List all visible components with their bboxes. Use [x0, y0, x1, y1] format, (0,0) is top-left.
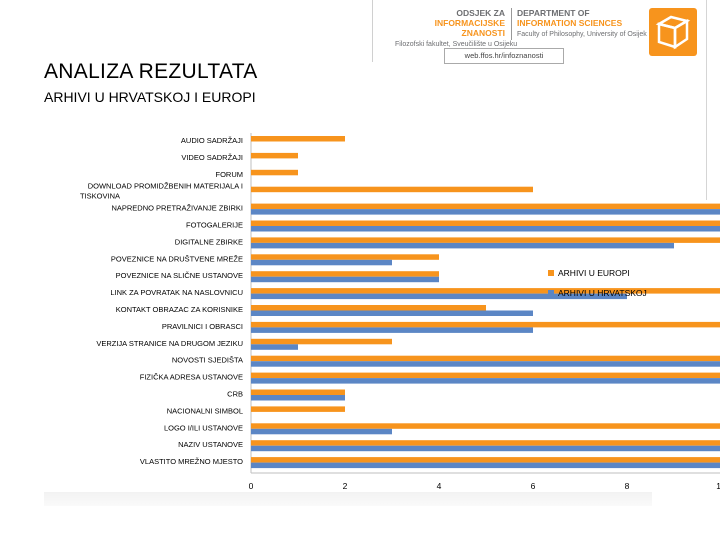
- category-label: CRB: [227, 390, 243, 399]
- bar-europe: [251, 237, 720, 243]
- bar-croatia: [251, 344, 298, 350]
- department-name-en: DEPARTMENT OF INFORMATION SCIENCES Facul…: [511, 8, 647, 40]
- bar-europe: [251, 440, 720, 446]
- category-label: NOVOSTI SJEDIŠTA: [172, 356, 243, 365]
- bar-europe: [251, 355, 720, 362]
- category-label: POVEZNICE NA DRUŠTVENE MREŽE: [111, 254, 243, 263]
- category-label: FORUM: [216, 170, 244, 179]
- slide-title: ANALIZA REZULTATA: [44, 60, 258, 83]
- slide-subtitle: ARHIVI U HRVATSKOJ I EUROPI: [44, 89, 256, 105]
- footer-band: [44, 492, 652, 506]
- category-label: KONTAKT OBRAZAC ZA KORISNIKE: [116, 305, 243, 314]
- category-label: NAZIV USTANOVE: [178, 440, 243, 449]
- category-label: VLASTITO MREŽNO MJESTO: [140, 457, 243, 466]
- category-label: DOWNLOAD PROMIDŽBENIH MATERIJALA I TISKOV…: [80, 182, 243, 201]
- cube-logo-icon: [649, 8, 697, 56]
- x-tick-label: 10: [716, 481, 720, 491]
- category-label: NACIONALNI SIMBOL: [167, 406, 243, 415]
- bar-europe: [251, 152, 298, 159]
- x-tick-label: 8: [625, 481, 630, 491]
- bar-croatia: [251, 226, 720, 232]
- bar-croatia: [251, 445, 720, 452]
- category-label: VIDEO SADRŽAJI: [181, 153, 243, 162]
- bar-croatia: [251, 276, 439, 283]
- legend-label: ARHIVI U HRVATSKOJ: [558, 288, 647, 298]
- bar-croatia: [251, 395, 345, 401]
- category-label: FIZIČKA ADRESA USTANOVE: [140, 373, 243, 382]
- x-tick-label: 0: [249, 481, 254, 491]
- bar-europe: [251, 321, 720, 328]
- bar-croatia: [251, 209, 720, 215]
- category-label: FOTOGALERIJE: [186, 221, 243, 230]
- bar-europe: [251, 372, 720, 379]
- x-tick-label: 6: [531, 481, 536, 491]
- legend-swatch: [548, 270, 554, 276]
- bar-croatia: [251, 361, 720, 367]
- bar-croatia: [251, 462, 720, 469]
- legend-swatch: [548, 290, 554, 296]
- bar-croatia: [251, 378, 720, 384]
- bar-europe: [251, 169, 298, 176]
- bar-croatia: [251, 428, 392, 435]
- bar-europe: [251, 136, 345, 142]
- bar-europe: [251, 254, 439, 260]
- bar-europe: [251, 423, 720, 429]
- bar-europe: [251, 457, 720, 463]
- bar-europe: [251, 338, 392, 345]
- category-label: LOGO I/ILI USTANOVE: [164, 423, 243, 432]
- bar-europe: [251, 220, 720, 226]
- bar-europe: [251, 305, 486, 311]
- legend-label: ARHIVI U EUROPI: [558, 268, 630, 278]
- bar-croatia: [251, 242, 674, 249]
- category-label: DIGITALNE ZBIRKE: [175, 237, 243, 246]
- bar-europe: [251, 406, 345, 412]
- bar-europe: [251, 288, 720, 294]
- department-name-hr: ODSJEK ZA INFORMACIJSKE ZNANOSTI Filozof…: [395, 8, 518, 48]
- bar-europe: [251, 389, 345, 395]
- side-divider: [706, 0, 707, 200]
- category-label: NAPREDNO PRETRAŽIVANJE ZBIRKI: [111, 204, 243, 213]
- bar-croatia: [251, 327, 533, 333]
- website-url[interactable]: web.ffos.hr/infoznanosti: [444, 48, 564, 64]
- x-tick-label: 4: [437, 481, 442, 491]
- bar-europe: [251, 186, 533, 193]
- bar-europe: [251, 271, 439, 277]
- category-label: LINK ZA POVRATAK NA NASLOVNICU: [110, 288, 243, 297]
- bar-croatia: [251, 259, 392, 266]
- category-label: POVEZNICE NA SLIČNE USTANOVE: [116, 271, 243, 280]
- bar-croatia: [251, 293, 627, 300]
- bar-europe: [251, 203, 720, 210]
- category-label: VERZIJA STRANICE NA DRUGOM JEZIKU: [96, 339, 243, 348]
- bar-croatia: [251, 310, 533, 316]
- category-label: PRAVILNICI I OBRASCI: [162, 322, 243, 331]
- x-tick-label: 2: [343, 481, 348, 491]
- category-label: AUDIO SADRŽAJI: [181, 136, 243, 145]
